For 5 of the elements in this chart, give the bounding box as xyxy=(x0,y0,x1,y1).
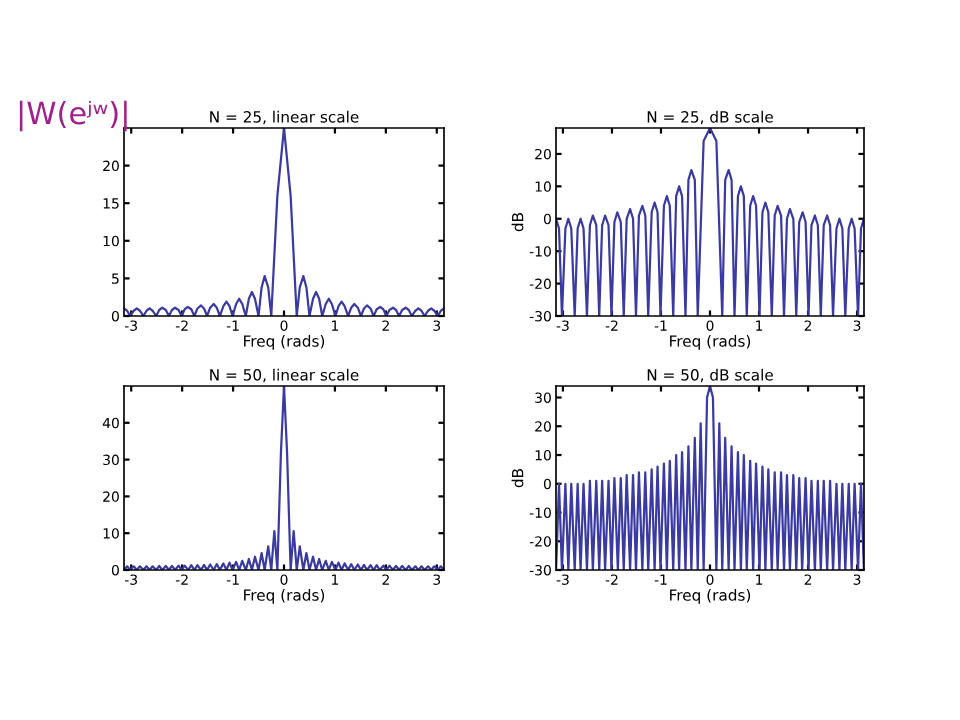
annotation: |W(eʲʷ)| xyxy=(19,100,127,132)
line-series xyxy=(556,386,864,570)
line-series xyxy=(556,128,864,316)
line-series xyxy=(124,386,444,570)
line-series xyxy=(124,128,444,316)
